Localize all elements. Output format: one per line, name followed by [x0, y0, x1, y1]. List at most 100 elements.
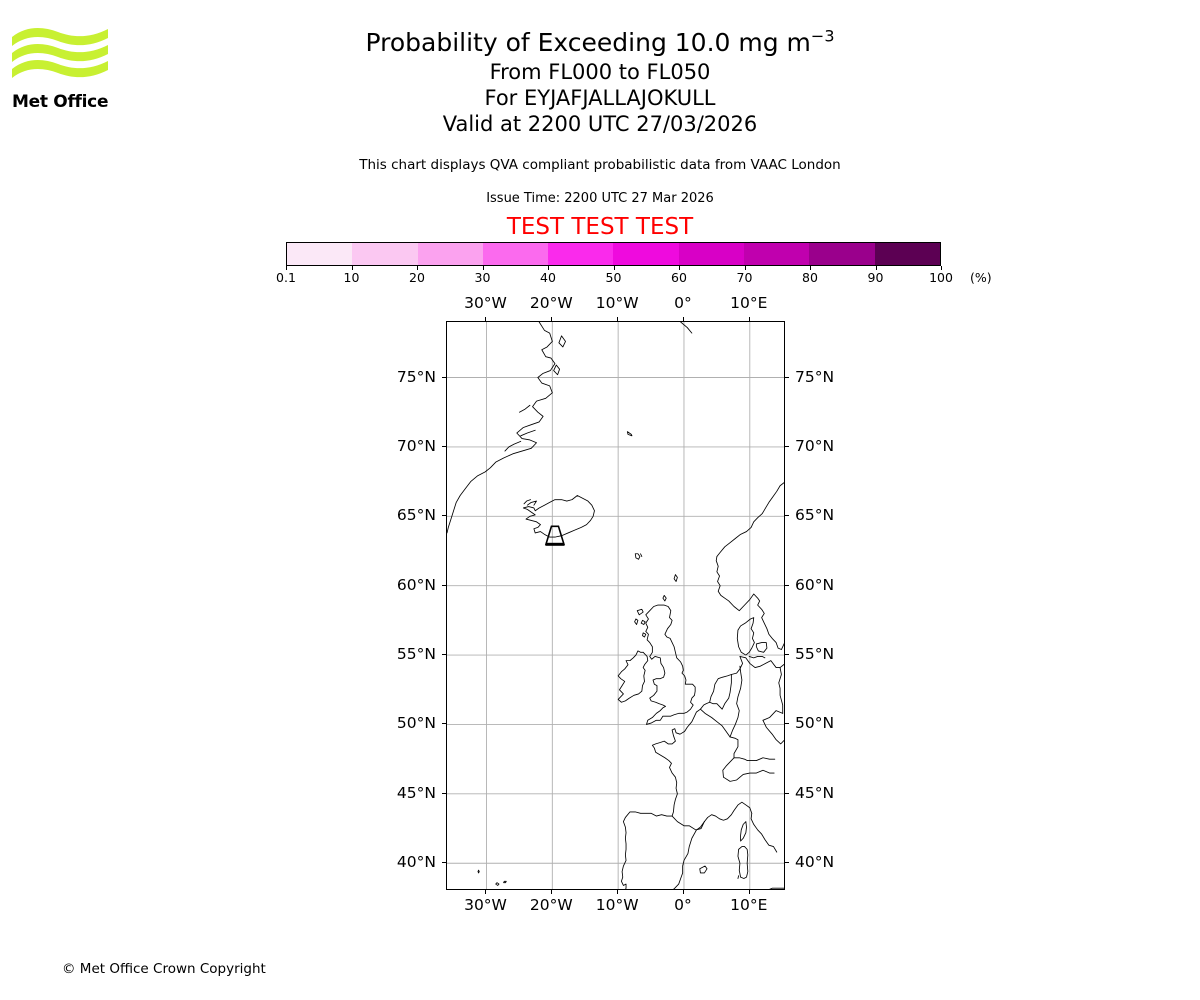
volcano-icon: [544, 525, 566, 546]
coastline-path: [737, 846, 749, 879]
coastline-path: [651, 656, 743, 817]
colorbar-units-label: (%): [970, 270, 992, 285]
lon-label-bottom: 10°W: [595, 896, 639, 914]
coastline-path: [621, 811, 673, 889]
coastline-path: [626, 431, 633, 437]
volcano-base-shape: [545, 542, 565, 546]
colorbar-segment-4: [548, 243, 614, 265]
coastline-path: [673, 821, 705, 889]
colorbar-segment-9: [874, 243, 940, 265]
colorbar-segment-1: [352, 243, 418, 265]
lon-label-top: 20°W: [529, 294, 573, 312]
colorbar-segment-8: [809, 243, 875, 265]
colorbar-tick-label: 90: [867, 270, 884, 285]
coastline-path: [642, 632, 647, 638]
coastline-path: [750, 812, 778, 853]
page-title: Probability of Exceeding 10.0 mg m−3: [0, 26, 1200, 59]
lat-tickmark: [785, 515, 789, 517]
colorbar-tickmark: [548, 266, 549, 270]
coastline-path: [671, 815, 705, 831]
coastline-path: [520, 429, 536, 437]
coastline-path: [700, 708, 739, 759]
lon-tickmark: [485, 317, 487, 321]
lat-label-left: 50°N: [396, 714, 436, 733]
lat-tickmark: [785, 654, 789, 656]
coastline-path: [634, 553, 641, 560]
chart-title-block: Probability of Exceeding 10.0 mg m−3 Fro…: [0, 0, 1200, 137]
colorbar-tickmark: [613, 266, 615, 270]
lat-label-right: 45°N: [795, 783, 835, 802]
colorbar-tickmark: [875, 266, 877, 270]
colorbar-segment-3: [482, 243, 549, 265]
colorbar-tick-label: 20: [409, 270, 425, 285]
test-banner: TEST TEST TEST: [506, 214, 694, 240]
qva-compliance-note: This chart displays QVA compliant probab…: [359, 157, 841, 173]
lon-tickmark: [485, 890, 487, 894]
lon-tickmark: [682, 890, 684, 894]
coastline-path: [737, 875, 740, 879]
coastline-path: [673, 574, 678, 582]
lat-tickmark: [442, 445, 446, 447]
lon-label-top: 30°W: [464, 294, 507, 312]
colorbar-tickmark: [744, 266, 746, 270]
lat-label-right: 60°N: [795, 575, 835, 594]
volcano-cone-shape: [544, 525, 566, 546]
coastline-path: [518, 404, 531, 413]
page-title-text: Probability of Exceeding 10.0 mg m: [365, 28, 811, 57]
lon-label-top: 10°E: [730, 294, 768, 312]
coastline-path: [769, 887, 784, 889]
coastline-path: [778, 667, 784, 714]
coastline-path: [640, 553, 643, 557]
coastline-path: [636, 608, 644, 616]
colorbar: [286, 242, 941, 266]
lat-tickmark: [442, 723, 446, 725]
colorbar-tickmark: [351, 266, 353, 270]
coastline-path: [526, 500, 537, 506]
map-canvas: [447, 322, 784, 889]
lon-label-top: 10°W: [595, 294, 639, 312]
lat-tickmark: [785, 584, 789, 586]
colorbar-segment-2: [417, 243, 483, 265]
lon-label-bottom: 30°W: [464, 896, 507, 914]
coastline-path: [634, 618, 639, 625]
coastline-path: [662, 594, 667, 602]
lat-label-right: 65°N: [795, 506, 835, 525]
map-gridlines: [447, 322, 784, 889]
coastline-path: [723, 769, 775, 782]
lat-tickmark: [785, 723, 789, 725]
lat-label-left: 45°N: [396, 783, 436, 802]
lat-label-left: 70°N: [396, 436, 436, 455]
lat-tickmark: [442, 654, 446, 656]
colorbar-tickmark: [679, 266, 680, 270]
lon-tickmark: [682, 317, 684, 321]
colorbar-tickmark: [286, 266, 287, 270]
colorbar-tickmark: [941, 266, 942, 270]
lat-label-right: 55°N: [795, 645, 835, 664]
colorbar-segment-5: [613, 243, 679, 265]
lat-tickmark: [785, 792, 789, 794]
title-valid-time: Valid at 2200 UTC 27/03/2026: [442, 112, 758, 136]
colorbar-tick-label: 80: [802, 270, 818, 285]
page-title-exponent: −3: [810, 26, 835, 46]
colorbar-tick-label: 100: [929, 270, 953, 285]
lat-label-right: 40°N: [795, 853, 835, 872]
met-office-logo: Met Office: [12, 24, 112, 114]
colorbar-tickmark: [482, 266, 484, 270]
coastline-path: [755, 642, 768, 653]
lat-label-right: 70°N: [795, 436, 835, 455]
colorbar-tick-label: 0.1: [276, 270, 296, 285]
lon-tickmark: [617, 890, 619, 894]
coastline-path: [523, 499, 532, 505]
colorbar-gradient: [286, 242, 941, 266]
lat-label-left: 40°N: [396, 853, 436, 872]
lat-label-right: 75°N: [795, 367, 835, 386]
lon-tickmark: [551, 317, 553, 321]
colorbar-segment-0: [287, 243, 353, 265]
coastline-path: [762, 719, 784, 745]
colorbar-tick-label: 50: [605, 270, 622, 285]
colorbar-segment-6: [678, 243, 745, 265]
coastline-path: [748, 656, 766, 659]
lat-label-left: 55°N: [396, 645, 436, 664]
coastline-path: [736, 617, 755, 656]
coastline-path: [740, 821, 747, 842]
